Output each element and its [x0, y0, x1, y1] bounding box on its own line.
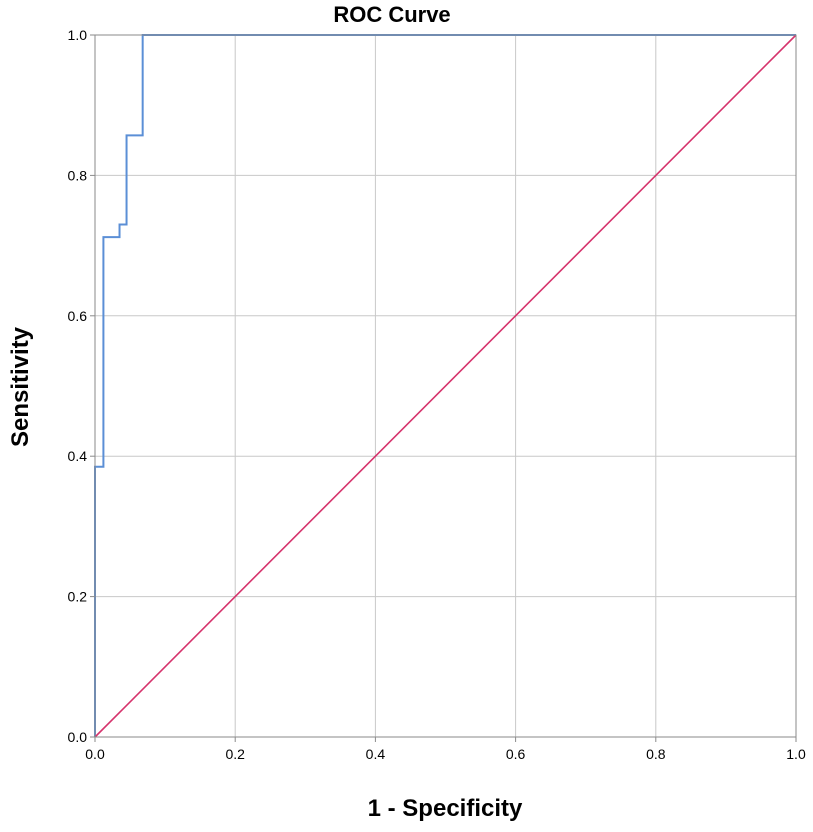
chart-title: ROC Curve	[333, 2, 450, 27]
series-layer	[94, 34, 797, 738]
y-tick-label: 0.8	[68, 167, 88, 183]
y-axis-label: Sensitivity	[7, 326, 34, 447]
y-tick-label: 0.2	[68, 589, 88, 605]
plot-frame	[94, 34, 797, 738]
x-tick-label: 0.8	[646, 746, 666, 762]
y-tick-label: 0.6	[68, 308, 88, 324]
tick-layer: 0.0 0.2 0.4 0.6 0.8 1.0 0.0 0.2 0.4 0.6 0.8 1.0	[68, 27, 806, 762]
y-tick-label: 0.0	[68, 729, 88, 745]
y-tick-label: 0.4	[68, 448, 88, 464]
x-tick-label: 0.4	[366, 746, 386, 762]
x-tick-label: 0.0	[85, 746, 105, 762]
x-tick-label: 0.6	[506, 746, 526, 762]
x-axis-label: 1 - Specificity	[368, 795, 523, 822]
roc-curve-line	[94, 34, 796, 737]
x-tick-label: 1.0	[786, 746, 806, 762]
y-tick-label: 1.0	[68, 27, 88, 43]
x-tick-label: 0.2	[225, 746, 245, 762]
reference-diagonal-line	[94, 34, 797, 738]
